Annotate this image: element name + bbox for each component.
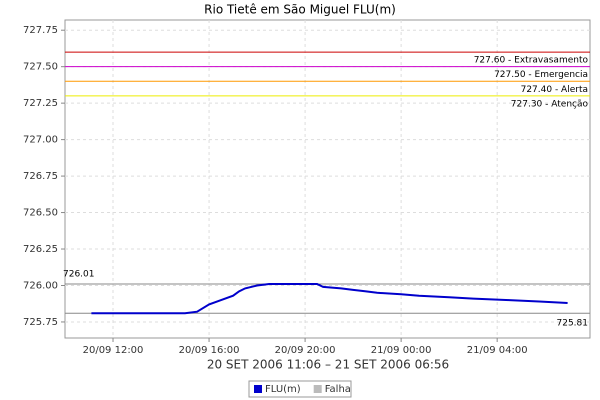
y-tick-label: 727.50 [23,62,58,73]
x-tick-label: 21/09 04:00 [467,345,528,356]
x-axis-label: 20 SET 2006 11:06 – 21 SET 2006 06:56 [207,358,449,372]
legend-box [248,380,352,398]
legend-swatch [254,385,262,393]
x-tick-label: 20/09 20:00 [275,345,336,356]
chart-title: Rio Tietê em São Miguel FLU(m) [204,3,396,17]
x-tick-label: 20/09 12:00 [83,345,144,356]
data-line [91,283,568,315]
plot-frame [64,19,591,339]
x-tick-label: 21/09 00:00 [371,345,432,356]
y-tick-label: 726.00 [23,280,58,291]
y-tick-label: 727.00 [23,135,58,146]
legend-swatch [313,385,322,393]
y-tick-label: 727.25 [23,98,58,109]
legend-label: Falha [325,384,351,395]
y-tick-label: 726.50 [23,208,58,219]
y-tick-label: 726.75 [23,171,58,182]
y-tick-label: 725.75 [23,317,58,328]
legend-label: FLU(m) [265,384,301,395]
marker-label: 725.81 [557,319,589,329]
threshold-label: 727.40 - Alerta [521,85,588,95]
threshold-label: 727.60 - Extravasamento [474,56,589,66]
marker-label: 726.01 [63,270,95,280]
x-tick-label: 20/09 16:00 [179,345,240,356]
y-tick-label: 727.75 [23,25,58,36]
y-tick-label: 726.25 [23,244,58,255]
threshold-label: 727.30 - Atenção [511,99,589,109]
threshold-label: 727.50 - Emergencia [494,70,588,80]
